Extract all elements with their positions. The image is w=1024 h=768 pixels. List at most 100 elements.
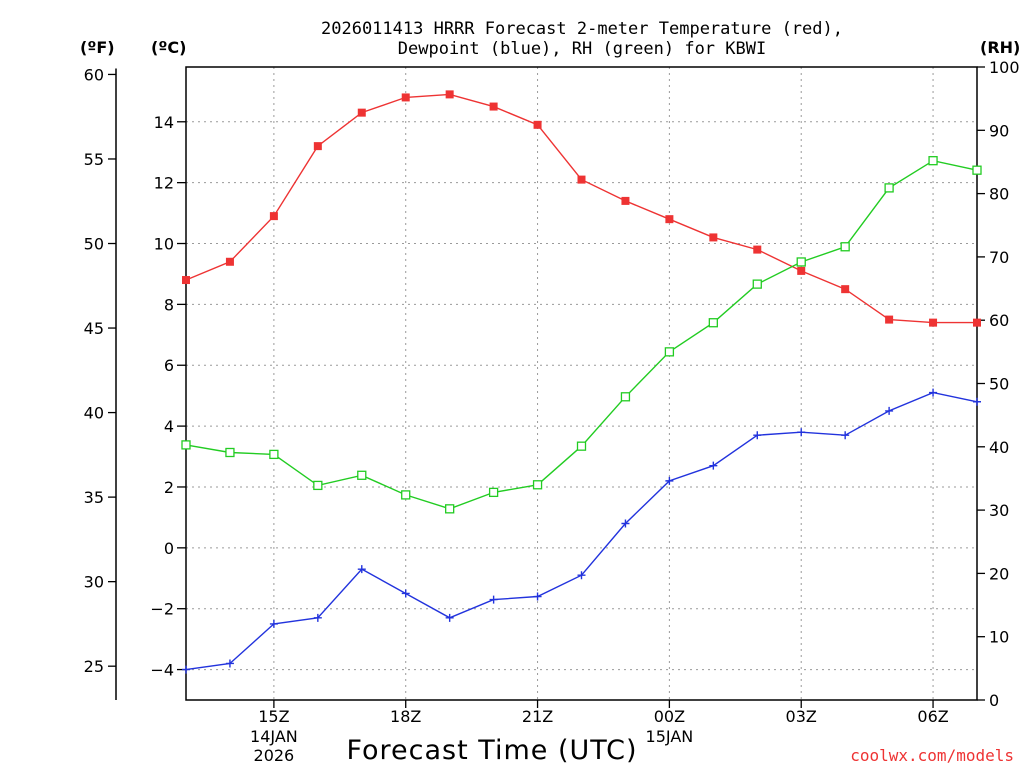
dewpoint-point [401,589,410,598]
dewpoint-point [313,613,322,622]
dewpoint-point [929,388,938,397]
celsius-unit-label: (ºC) [151,38,186,57]
celsius-tick-label: 4 [164,417,174,436]
fahrenheit-tick-label: 50 [84,235,104,254]
rh-point [664,347,675,357]
dewpoint-point [445,613,454,622]
temperature-point [621,196,630,205]
rh-point [620,392,631,402]
plot-frame [185,66,978,701]
temperature-point [797,266,806,275]
fahrenheit-tick-label: 40 [84,404,104,423]
fahrenheit-tick-label: 60 [84,65,104,84]
rh-tick-label: 30 [989,501,1009,520]
x-tick-label: 15Z [258,707,289,726]
fahrenheit-tick-label: 55 [84,150,104,169]
celsius-tick-label: −2 [150,600,174,619]
dewpoint-point [225,659,234,668]
x-tick-sublabel: 14JAN [250,727,298,746]
temperature-point [973,318,981,327]
dewpoint-line [185,391,978,671]
celsius-tick-label: −4 [150,661,174,680]
chart-title-line-1: 2026011413 HRRR Forecast 2-meter Tempera… [321,19,843,39]
dewpoint-point [489,595,498,604]
x-tick-label: 21Z [522,707,553,726]
axes: −4 −2 0 2 4 6 8 10 12 14 25 30 35 40 45 50 55 60 0 10 20 30 40… [84,58,1020,765]
rh-tick-label: 90 [989,121,1009,140]
rh-point [840,242,850,252]
rh-point [752,279,762,289]
temperature-point [182,276,190,285]
rh-point [532,480,543,490]
rh-point [225,447,235,458]
series-group [181,90,982,674]
x-tick-label: 00Z [654,707,685,726]
fahrenheit-tick-label: 45 [84,319,104,338]
temperature-point [885,315,894,324]
rh-tick-label: 40 [989,438,1009,457]
celsius-tick-label: 2 [164,478,174,497]
temperature-point [313,142,322,151]
celsius-tick-label: 0 [164,539,174,558]
rh-tick-label: 60 [989,311,1009,330]
rh-point [884,183,894,193]
temperature-point [445,90,454,99]
rh-tick-label: 10 [989,628,1009,647]
dewpoint-point [182,665,190,674]
dewpoint-point [797,428,806,437]
dewpoint-point [665,476,674,485]
temperature-point [753,245,762,254]
x-tick-label: 03Z [786,707,817,726]
temperature-point [269,212,278,221]
temperature-line [185,93,977,324]
x-tick-sublabel: 15JAN [646,727,694,746]
rh-point [445,504,455,514]
dewpoint-point [973,397,981,406]
rh-point [576,441,587,451]
rh-tick-label: 100 [989,58,1020,77]
dewpoint-point [357,565,366,574]
rh-point [488,487,499,498]
chart-title: 2026011413 HRRR Forecast 2-meter Tempera… [321,19,843,59]
rh-tick-label: 0 [989,691,999,710]
temperature-point [225,257,234,266]
temperature-point [929,318,938,327]
x-axis-label: Forecast Time (UTC) [346,735,637,766]
temperature-point [709,233,718,242]
x-tick-label: 06Z [917,707,948,726]
dewpoint-point [709,461,718,470]
rh-point [181,440,191,450]
rh-point [972,165,982,175]
dewpoint-point [753,431,762,440]
temperature-point [489,102,498,111]
dewpoint-point [577,571,586,580]
rh-point [708,318,718,328]
temperature-point [357,108,366,117]
dewpoint-point [841,431,850,440]
rh-point [796,257,806,267]
dewpoint-point [533,592,542,601]
rh-point [928,156,938,166]
rh-tick-label: 20 [989,564,1009,583]
rh-tick-label: 80 [989,185,1009,204]
fahrenheit-unit-label: (ºF) [80,38,115,57]
temperature-point [577,175,586,184]
rh-line [185,159,978,510]
fahrenheit-tick-label: 35 [84,488,104,507]
fahrenheit-tick-label: 30 [84,573,104,592]
rh-point [357,470,367,480]
dewpoint-point [885,406,894,415]
celsius-tick-label: 6 [164,356,174,375]
x-tick-label: 18Z [390,707,421,726]
dewpoint-point [621,519,630,528]
dewpoint-point [269,619,278,628]
rh-point [269,449,279,460]
grid [186,67,977,700]
celsius-tick-label: 14 [154,113,174,132]
x-tick-sublabel: 2026 [254,746,295,765]
temperature-point [665,215,674,224]
celsius-tick-label: 10 [154,235,174,254]
temperature-point [533,120,542,129]
rh-tick-label: 70 [989,248,1009,267]
